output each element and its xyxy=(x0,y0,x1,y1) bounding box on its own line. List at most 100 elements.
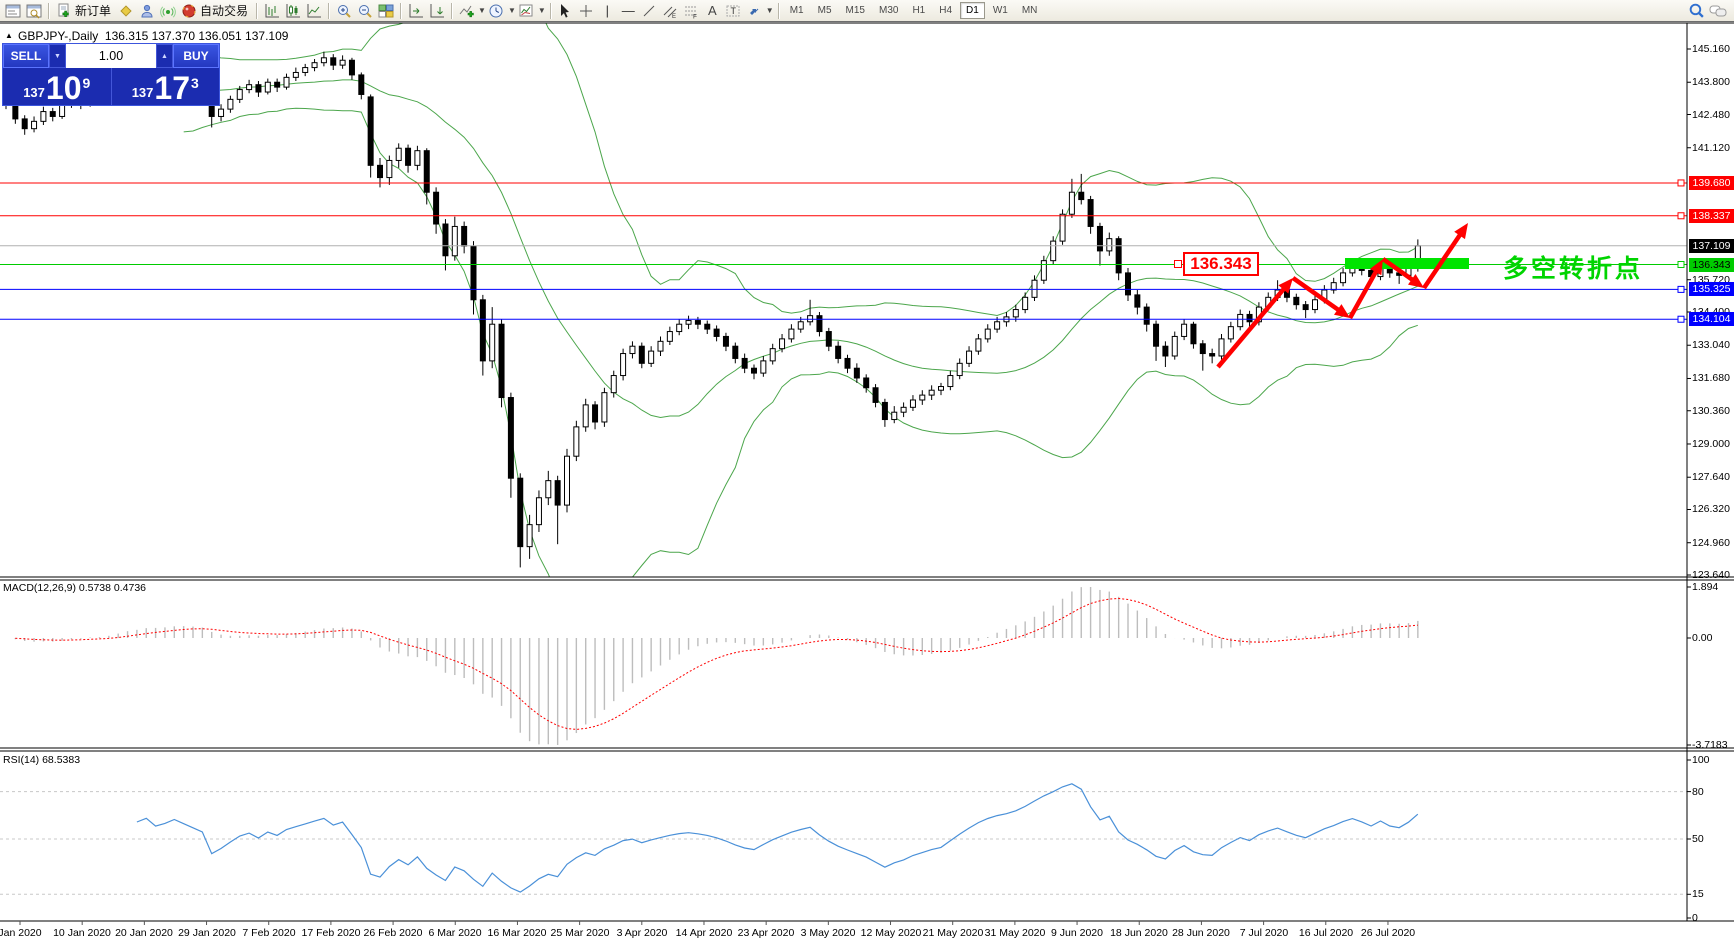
auto-scroll-icon[interactable] xyxy=(426,1,447,21)
sell-price-pip: 9 xyxy=(82,75,91,91)
timeframe-button-m1[interactable]: M1 xyxy=(789,5,804,16)
price-badge: 137.109 xyxy=(1689,239,1734,253)
templates-caret-icon[interactable]: ▼ xyxy=(537,6,546,15)
price-annotation-label[interactable]: 136.343 xyxy=(1183,252,1259,276)
navigator-window-icon[interactable] xyxy=(23,1,44,21)
new-order-label[interactable]: 新订单 xyxy=(75,4,112,18)
svg-text:T: T xyxy=(731,6,737,16)
macd-panel-area[interactable] xyxy=(0,580,1687,749)
main-chart-area[interactable] xyxy=(0,23,1687,577)
volume-decrease-button[interactable]: ▼ xyxy=(49,44,66,68)
date-axis-label: 16 Jul 2020 xyxy=(1298,927,1354,939)
fibonacci-icon[interactable]: F xyxy=(681,1,702,21)
arrows-caret-icon[interactable]: ▼ xyxy=(765,6,774,15)
buy-price-main: 17 xyxy=(154,70,190,106)
signals-icon[interactable] xyxy=(157,1,178,21)
sell-price[interactable]: 137 10 9 xyxy=(3,68,112,105)
timeframe-button-m5[interactable]: M5 xyxy=(817,5,832,16)
quotes-icon[interactable] xyxy=(115,1,136,21)
price-tick-label: 126.320 xyxy=(1692,503,1730,515)
date-axis-label: 6 Mar 2020 xyxy=(428,927,482,939)
date-axis-label: 26 Feb 2020 xyxy=(363,927,423,939)
periods-icon[interactable] xyxy=(486,1,507,21)
zoom-out-icon[interactable] xyxy=(354,1,375,21)
rsi-tick-label: 80 xyxy=(1692,786,1704,798)
chart-shift-icon[interactable] xyxy=(405,1,426,21)
price-tick-label: 145.160 xyxy=(1692,43,1730,55)
price-tick-label: 143.800 xyxy=(1692,76,1730,88)
bar-chart-mode-icon[interactable] xyxy=(261,1,282,21)
price-badge: 136.343 xyxy=(1689,258,1734,272)
timeframe-button-d1[interactable]: D1 xyxy=(960,2,985,19)
candlestick-mode-icon[interactable] xyxy=(282,1,303,21)
horizontal-line-icon[interactable]: — xyxy=(621,3,635,18)
market-watch-window-icon[interactable] xyxy=(2,1,23,21)
rsi-tick-label: 15 xyxy=(1692,888,1704,900)
new-order-icon[interactable] xyxy=(53,1,74,21)
indicators-icon[interactable] xyxy=(456,1,477,21)
chart-ohlc-values: 136.315 137.370 136.051 137.109 xyxy=(104,29,289,43)
search-icon[interactable] xyxy=(1686,1,1707,21)
turning-point-annotation[interactable]: 多空转折点 xyxy=(1503,255,1644,283)
periods-caret-icon[interactable]: ▼ xyxy=(507,6,516,15)
line-chart-mode-icon[interactable] xyxy=(303,1,324,21)
toolbar-separator xyxy=(451,2,453,19)
tile-windows-icon[interactable] xyxy=(375,1,396,21)
macd-label: MACD(12,26,9) 0.5738 0.4736 xyxy=(3,582,147,594)
price-tick-label: 130.360 xyxy=(1692,405,1730,417)
indicators-caret-icon[interactable]: ▼ xyxy=(478,6,486,15)
trendline-icon[interactable] xyxy=(639,1,660,21)
toolbar: 新订单 自动交易 ▼ ▼ ▼ | — E F A T ▼ xyxy=(0,0,1734,22)
svg-text:F: F xyxy=(693,13,697,19)
subwindow-collapse-icon[interactable]: ▲ xyxy=(5,31,13,40)
rsi-tick-label: 100 xyxy=(1692,754,1710,766)
vertical-line-icon[interactable]: | xyxy=(605,3,609,18)
date-axis-label: 7 Jul 2020 xyxy=(1239,927,1289,939)
rsi-panel-area[interactable] xyxy=(0,751,1687,921)
date-axis-label: 14 Apr 2020 xyxy=(675,927,733,939)
volume-increase-button[interactable]: ▲ xyxy=(156,44,173,68)
text-label-icon[interactable]: T xyxy=(723,1,744,21)
zoom-in-icon[interactable] xyxy=(333,1,354,21)
text-icon[interactable]: A xyxy=(707,3,717,18)
price-tick-label: 131.680 xyxy=(1692,372,1730,384)
date-axis-label: 7 Feb 2020 xyxy=(242,927,296,939)
toolbar-separator xyxy=(328,2,330,19)
timeframe-button-h4[interactable]: H4 xyxy=(939,5,953,16)
timeframe-toolbar: M1 M5 M15 M30 H1 H4 D1 W1 MN xyxy=(783,2,1045,19)
templates-icon[interactable] xyxy=(516,1,537,21)
toolbar-separator xyxy=(256,2,258,19)
timeframe-button-m15[interactable]: M15 xyxy=(845,5,865,16)
cursor-icon[interactable] xyxy=(555,1,576,21)
date-axis-label: 26 Jul 2020 xyxy=(1360,927,1416,939)
toolbar-separator xyxy=(400,2,402,19)
timeframe-button-w1[interactable]: W1 xyxy=(992,5,1008,16)
crosshair-icon[interactable] xyxy=(576,1,597,21)
date-axis-label: 12 May 2020 xyxy=(860,927,922,939)
chat-icon[interactable] xyxy=(1707,1,1728,21)
autotrading-icon[interactable] xyxy=(178,1,199,21)
volume-input[interactable]: 1.00 xyxy=(66,44,156,68)
price-tick-label: 133.040 xyxy=(1692,339,1730,351)
rsi-tick-label: 50 xyxy=(1692,833,1704,845)
community-icon[interactable] xyxy=(136,1,157,21)
date-axis-label: 9 Jun 2020 xyxy=(1051,927,1103,939)
sell-button[interactable]: SELL xyxy=(3,44,49,68)
arrows-icon[interactable] xyxy=(744,1,765,21)
sell-price-prefix: 137 xyxy=(23,85,45,100)
auto-trading-label[interactable]: 自动交易 xyxy=(200,4,249,18)
toolbar-separator xyxy=(777,2,779,19)
macd-tick-label: 1.894 xyxy=(1692,581,1719,593)
hline-handle[interactable] xyxy=(1174,260,1182,268)
price-tick-label: 129.000 xyxy=(1692,438,1730,450)
buy-button[interactable]: BUY xyxy=(173,44,219,68)
price-badge: 134.104 xyxy=(1689,312,1734,326)
chart-title: GBPJPY-,Daily 136.315 137.370 136.051 13… xyxy=(18,29,288,43)
timeframe-button-h1[interactable]: H1 xyxy=(912,5,926,16)
equidistant-channel-icon[interactable]: E xyxy=(660,1,681,21)
price-badge: 135.325 xyxy=(1689,282,1734,296)
buy-price[interactable]: 137 17 3 xyxy=(112,68,220,105)
timeframe-button-m30[interactable]: M30 xyxy=(878,5,899,16)
timeframe-button-mn[interactable]: MN xyxy=(1021,5,1038,16)
